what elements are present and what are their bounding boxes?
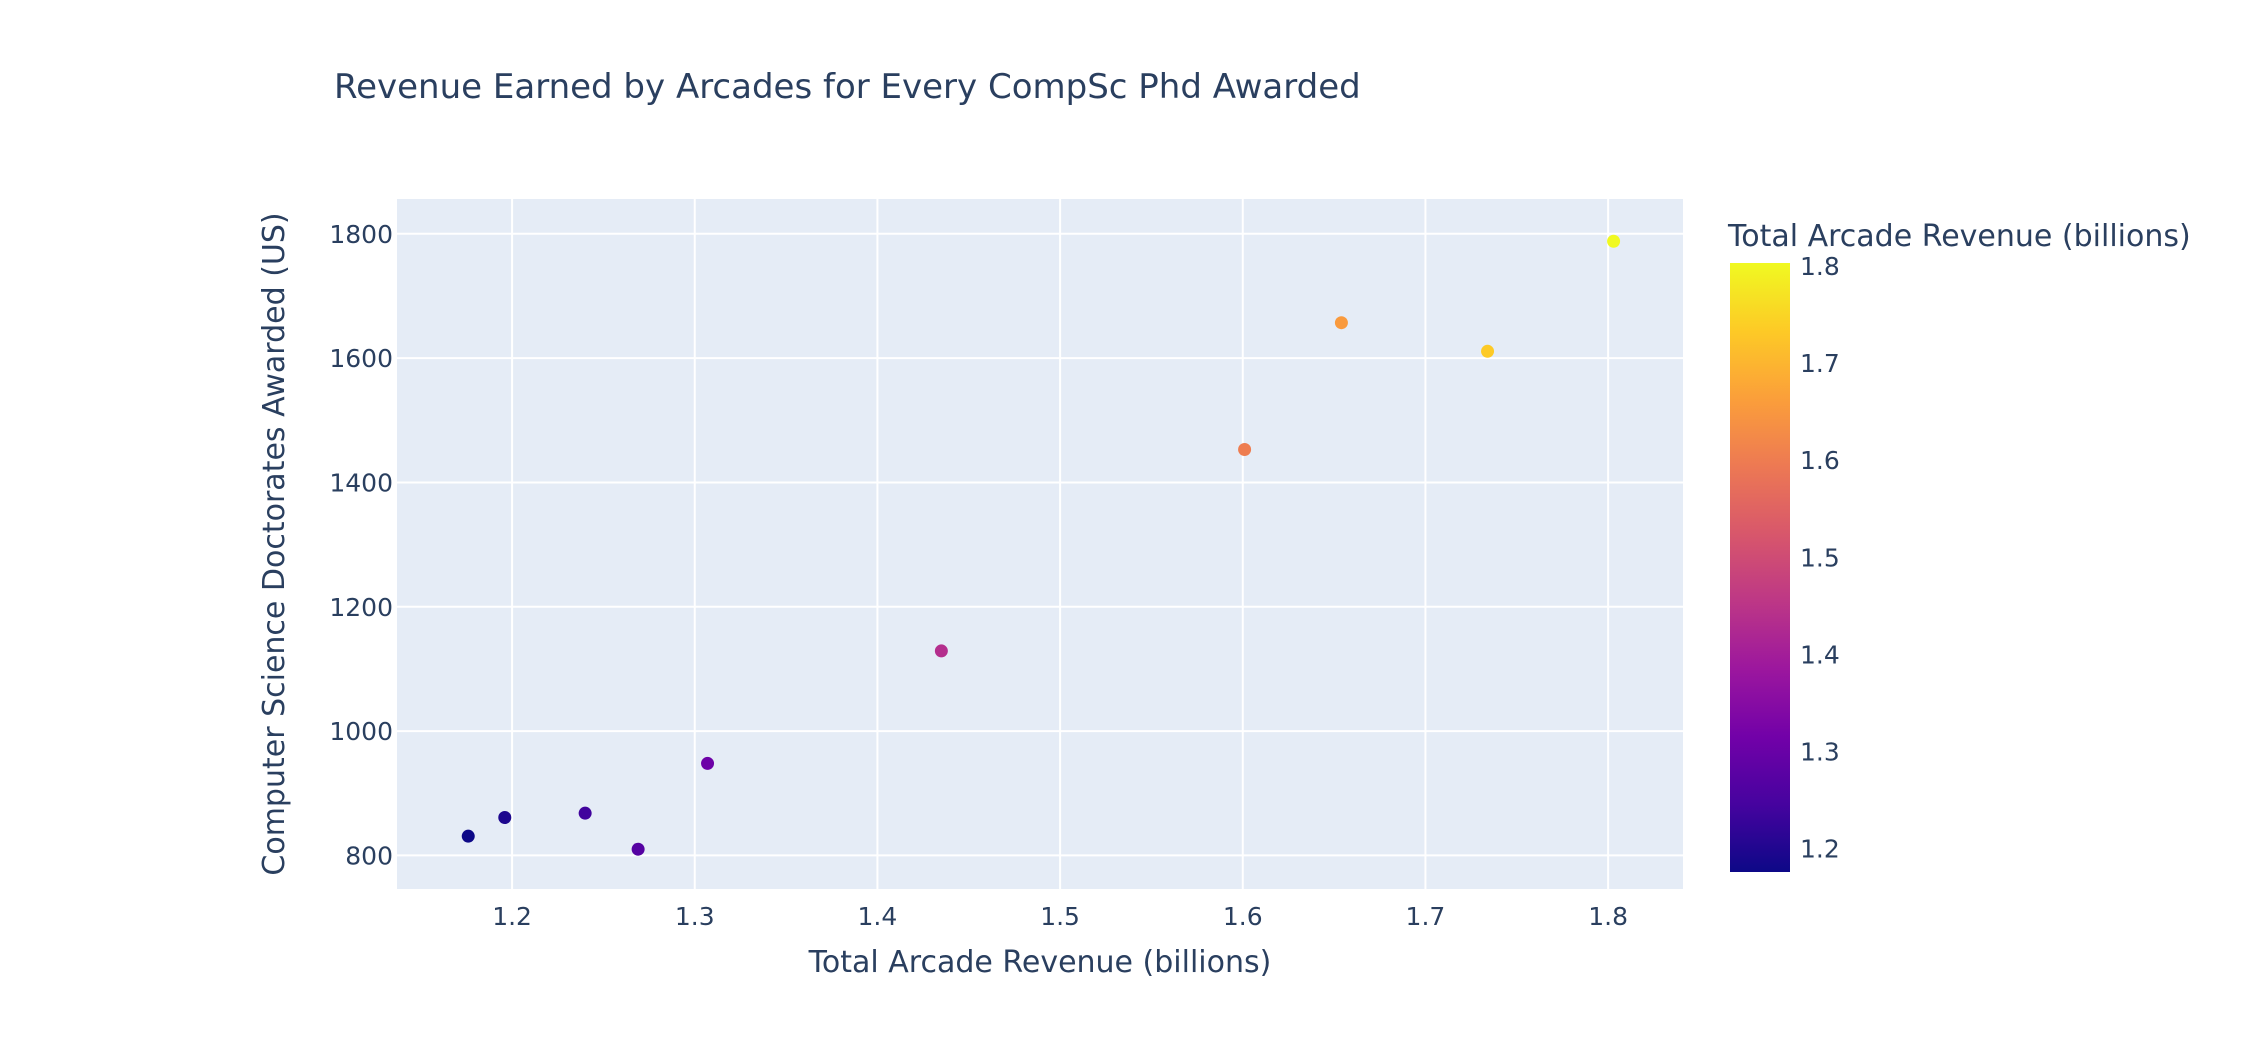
y-tick-label: 1800 bbox=[329, 220, 393, 249]
x-axis-ticks: 1.2 1.3 1.4 1.5 1.6 1.7 1.8 bbox=[492, 902, 1628, 931]
x-tick-label: 1.4 bbox=[858, 902, 898, 931]
x-tick-label: 1.7 bbox=[1406, 902, 1446, 931]
data-point[interactable] bbox=[461, 829, 475, 843]
x-axis-title: Total Arcade Revenue (billions) bbox=[808, 945, 1272, 980]
colorbar-title: Total Arcade Revenue (billions) bbox=[1727, 219, 2191, 254]
colorbar-tick-label: 1.6 bbox=[1800, 446, 1840, 475]
grid bbox=[397, 199, 1683, 889]
x-tick-label: 1.2 bbox=[492, 902, 532, 931]
colorbar-tick-label: 1.3 bbox=[1800, 738, 1840, 767]
y-axis-title: Computer Science Doctorates Awarded (US) bbox=[257, 212, 292, 875]
y-tick-label: 1000 bbox=[329, 717, 393, 746]
y-tick-label: 1400 bbox=[329, 468, 393, 497]
data-point[interactable] bbox=[1334, 316, 1348, 330]
x-tick-label: 1.3 bbox=[675, 902, 715, 931]
colorbar-tick-label: 1.5 bbox=[1800, 543, 1840, 572]
data-point[interactable] bbox=[578, 806, 592, 820]
colorbar bbox=[1730, 263, 1790, 872]
data-point[interactable] bbox=[1607, 234, 1621, 248]
colorbar-tick-label: 1.8 bbox=[1800, 252, 1840, 281]
plot-area bbox=[397, 199, 1683, 889]
y-tick-label: 800 bbox=[345, 841, 393, 870]
data-point[interactable] bbox=[934, 644, 948, 658]
data-point[interactable] bbox=[701, 756, 715, 770]
colorbar-tick-label: 1.4 bbox=[1800, 640, 1840, 669]
data-point[interactable] bbox=[1238, 443, 1252, 457]
chart-title: Revenue Earned by Arcades for Every Comp… bbox=[334, 67, 1361, 107]
y-axis-ticks: 800 1000 1200 1400 1600 1800 bbox=[329, 220, 393, 871]
data-point[interactable] bbox=[631, 842, 645, 856]
colorbar-ticks: 1.2 1.3 1.4 1.5 1.6 1.7 1.8 bbox=[1800, 252, 1840, 864]
y-tick-label: 1600 bbox=[329, 344, 393, 373]
x-tick-label: 1.5 bbox=[1040, 902, 1080, 931]
x-tick-label: 1.8 bbox=[1588, 902, 1628, 931]
data-points bbox=[461, 234, 1621, 856]
colorbar-tick-label: 1.2 bbox=[1800, 835, 1840, 864]
data-point[interactable] bbox=[1481, 344, 1495, 358]
y-tick-label: 1200 bbox=[329, 593, 393, 622]
data-point[interactable] bbox=[498, 811, 512, 825]
x-tick-label: 1.6 bbox=[1223, 902, 1263, 931]
colorbar-tick-label: 1.7 bbox=[1800, 349, 1840, 378]
